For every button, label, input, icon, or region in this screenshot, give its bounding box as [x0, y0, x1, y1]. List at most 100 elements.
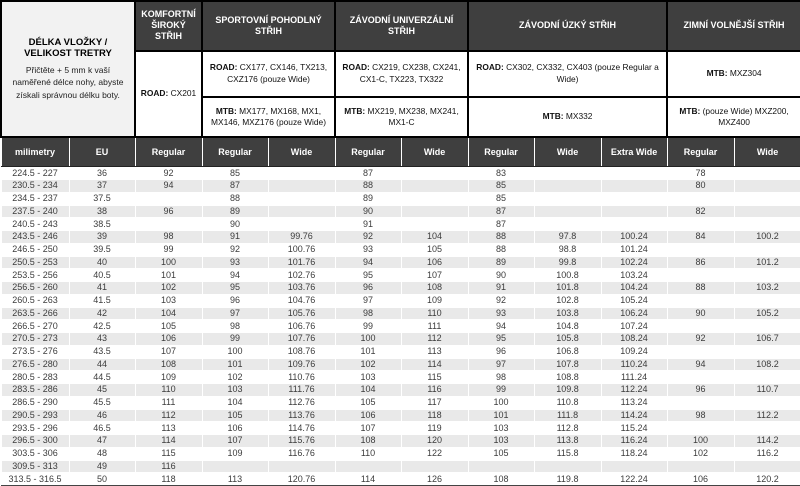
cell-mm-range: 309.5 - 313 — [0, 459, 70, 474]
cell-size-value: 111 — [400, 319, 469, 333]
table-row: 230.5 - 234 37 94 87 88 85 80 — [0, 179, 800, 193]
cell-mm-range: 234.5 - 237 — [0, 191, 70, 206]
cell-size-value: 87 — [467, 204, 535, 219]
cell-size-value: 104 — [400, 230, 469, 244]
mtb-models: MXZ304 — [729, 67, 762, 78]
cell-size-value: 120 — [400, 434, 469, 448]
cell-eu-size: 50 — [68, 472, 136, 486]
cell-size-value: 117 — [400, 395, 469, 410]
cell-size-value: 112 — [134, 408, 203, 423]
table-row: 273.5 - 276 43.5 107 100 108.76 101 113 96 106.8… — [0, 344, 800, 359]
table-row: 293.5 - 296 46.5 113 106 114.76 107 119 103 112.… — [0, 421, 800, 435]
cell-size-value: 92 — [334, 230, 402, 244]
table-row: 234.5 - 237 37.5 88 89 85 — [0, 191, 800, 206]
models-sportovni-road: ROAD: CX177, CX146, TX213, CXZ176 (pouze… — [200, 49, 337, 98]
cell-size-value: 107 — [201, 434, 269, 448]
cell-size-value: 113 — [400, 344, 469, 359]
cell-size-value: 115.76 — [267, 434, 336, 448]
cell-size-value: 105 — [400, 242, 469, 257]
cell-size-value: 126 — [400, 472, 469, 486]
cell-mm-range: 273.5 - 276 — [0, 344, 70, 359]
cell-size-value — [600, 166, 668, 180]
cell-size-value: 106 — [201, 421, 269, 435]
cell-size-value: 118 — [134, 472, 203, 486]
cell-size-value — [400, 204, 469, 219]
cell-size-value — [733, 319, 800, 333]
cell-size-value: 119 — [400, 421, 469, 435]
cell-eu-size: 43.5 — [68, 344, 136, 359]
cell-size-value: 118 — [400, 408, 469, 423]
cell-size-value: 105 — [201, 408, 269, 423]
cell-size-value: 119.8 — [533, 472, 602, 486]
column-header: Regular — [666, 137, 735, 168]
cell-size-value — [733, 370, 800, 384]
cell-eu-size: 40.5 — [68, 268, 136, 282]
cell-size-value: 113.76 — [267, 408, 336, 423]
cell-size-value: 112.24 — [600, 383, 668, 397]
cell-size-value — [666, 370, 735, 384]
cell-size-value: 102.24 — [600, 255, 668, 270]
cell-size-value: 92 — [201, 242, 269, 257]
cell-size-value — [400, 179, 469, 193]
cell-size-value: 104 — [334, 383, 402, 397]
table-row: 246.5 - 250 39.5 99 92 100.76 93 105 88 98.8 101.… — [0, 242, 800, 257]
cell-size-value: 85 — [467, 179, 535, 193]
cell-size-value: 100 — [201, 344, 269, 359]
cell-mm-range: 313.5 - 316.5 — [0, 472, 70, 486]
column-header: EU — [68, 137, 136, 168]
cell-size-value: 108.8 — [533, 370, 602, 384]
cell-size-value: 113 — [134, 421, 203, 435]
cell-eu-size: 44 — [68, 357, 136, 372]
cell-size-value — [666, 217, 735, 231]
cell-size-value — [267, 179, 336, 193]
cell-size-value: 94 — [334, 255, 402, 270]
cell-size-value: 99.8 — [533, 255, 602, 270]
cell-eu-size: 41 — [68, 281, 136, 295]
cell-size-value: 91 — [334, 217, 402, 231]
cell-size-value: 102 — [334, 357, 402, 372]
fit-group-zavodni-uzky: ZÁVODNÍ ÚZKÝ STŘIH — [467, 0, 669, 52]
cell-size-value: 113 — [201, 472, 269, 486]
cell-size-value: 92 — [467, 293, 535, 308]
cell-size-value: 87 — [334, 166, 402, 180]
cell-size-value — [600, 191, 668, 206]
cell-eu-size: 37 — [68, 179, 136, 193]
cell-size-value — [666, 319, 735, 333]
cell-size-value: 112 — [400, 332, 469, 346]
cell-size-value — [533, 191, 602, 206]
cell-size-value: 108.2 — [733, 357, 800, 372]
cell-mm-range: 256.5 - 260 — [0, 281, 70, 295]
cell-size-value: 106 — [334, 408, 402, 423]
cell-size-value: 109.24 — [600, 344, 668, 359]
cell-size-value: 107.24 — [600, 319, 668, 333]
cell-size-value: 89 — [467, 255, 535, 270]
cell-size-value: 112.2 — [733, 408, 800, 423]
cell-size-value: 113.8 — [533, 434, 602, 448]
column-header: Regular — [134, 137, 203, 168]
cell-size-value — [400, 459, 469, 474]
road-label: ROAD: — [342, 62, 370, 73]
cell-size-value: 106 — [134, 332, 203, 346]
cell-size-value — [533, 459, 602, 474]
cell-size-value: 104 — [201, 395, 269, 410]
cell-eu-size: 39 — [68, 230, 136, 244]
table-row: 256.5 - 260 41 102 95 103.76 96 108 91 101.8 104.… — [0, 281, 800, 295]
cell-size-value — [733, 268, 800, 282]
table-row: 240.5 - 243 38.5 90 91 87 — [0, 217, 800, 231]
table-row: 263.5 - 266 42 104 97 105.76 98 110 93 103.8 106.… — [0, 306, 800, 321]
cell-size-value: 97 — [467, 357, 535, 372]
cell-eu-size: 42 — [68, 306, 136, 321]
cell-mm-range: 240.5 - 243 — [0, 217, 70, 231]
cell-size-value: 102.76 — [267, 268, 336, 282]
cell-size-value: 88 — [666, 281, 735, 295]
cell-size-value — [467, 459, 535, 474]
cell-size-value: 111 — [134, 395, 203, 410]
cell-size-value — [733, 204, 800, 219]
cell-size-value: 85 — [467, 191, 535, 206]
cell-size-value: 107.76 — [267, 332, 336, 346]
cell-size-value — [267, 217, 336, 231]
cell-size-value: 100.24 — [600, 230, 668, 244]
table-row: 290.5 - 293 46 112 105 113.76 106 118 101 111.8 1… — [0, 408, 800, 423]
cell-size-value: 116 — [134, 459, 203, 474]
cell-size-value: 83 — [467, 166, 535, 180]
